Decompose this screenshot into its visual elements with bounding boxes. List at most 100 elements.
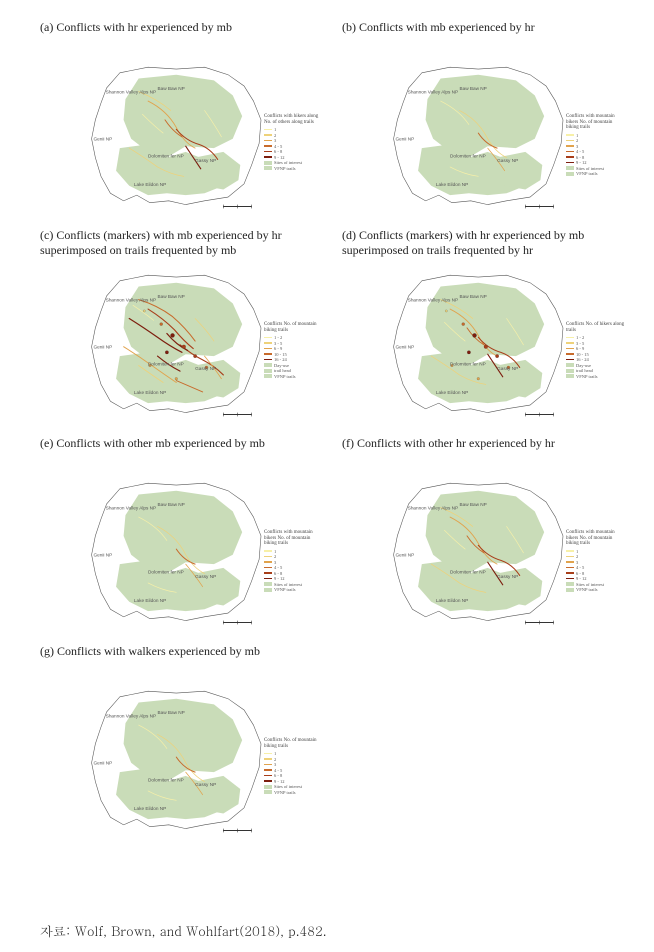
panel-d: (d) Conflicts (markers) with hr experien…: [342, 228, 624, 422]
legend-extra-label: Sites of interest: [274, 582, 302, 587]
legend-swatch: [264, 790, 272, 794]
svg-text:Gassy NP: Gassy NP: [195, 574, 216, 579]
legend-row: 1 - 2: [264, 335, 324, 340]
legend-bin-label: 6 - 8: [274, 149, 282, 154]
legend-row: 10 - 15: [566, 352, 626, 357]
legend-row: Day-use: [264, 363, 324, 368]
map-wrap: Shannon Valley Alps NPBaw Baw NPGenii NP…: [40, 54, 322, 214]
legend-swatch: [264, 134, 272, 136]
legend-row: 6 - 8: [566, 155, 626, 160]
legend-g: Conflicts No. of mountain biking trails …: [264, 738, 324, 795]
legend-swatch: [566, 145, 574, 147]
legend-row: 1: [264, 549, 324, 554]
panel-f: (f) Conflicts with other hr experienced …: [342, 436, 624, 630]
legend-row: 9 - 12: [264, 779, 324, 784]
legend-title: Conflicts with mountain bikers No. of mo…: [566, 530, 626, 547]
legend-bin-label: 3 - 5: [274, 341, 282, 346]
legend-row: 2: [566, 138, 626, 143]
legend-swatch: [566, 172, 574, 176]
map-wrap: Shannon Valley Alps NPBaw Baw NPGenii NP…: [40, 470, 322, 630]
legend-bin-label: 6 - 8: [576, 155, 584, 160]
legend-bin-label: 9 - 12: [274, 155, 285, 160]
legend-swatch: [566, 578, 574, 580]
legend-row: 6 - 8: [264, 773, 324, 778]
legend-bin-label: 10 - 15: [274, 352, 287, 357]
svg-text:Lake Eildon NP: Lake Eildon NP: [134, 390, 166, 395]
legend-row: 9 - 12: [264, 576, 324, 581]
legend-swatch: [566, 156, 574, 158]
legend-row: 6 - 9: [566, 346, 626, 351]
legend-row: VFNP trails: [566, 587, 626, 592]
svg-text:Genii NP: Genii NP: [395, 553, 414, 558]
legend-bin-label: 4 - 5: [274, 144, 282, 149]
legend-extra-label: VFNP trails: [274, 587, 295, 592]
svg-text:Lake Eildon NP: Lake Eildon NP: [134, 182, 166, 187]
legend-swatch: [566, 374, 574, 378]
legend-row: 9 - 12: [566, 160, 626, 165]
legend-row: 6 - 8: [264, 149, 324, 154]
svg-text:Genii NP: Genii NP: [395, 137, 414, 142]
legend-title: Conflicts No. of mountain biking trails: [264, 322, 324, 333]
legend-swatch: [264, 129, 272, 131]
legend-row: 4 - 5: [566, 565, 626, 570]
svg-text:Genii NP: Genii NP: [93, 761, 112, 766]
citation-text: 자료: Wolf, Brown, and Wohlfart(2018), p.4…: [40, 921, 327, 940]
legend-swatch: [264, 780, 272, 782]
legend-row: 1: [566, 133, 626, 138]
legend-bin-label: 3: [576, 560, 578, 565]
svg-text:Gassy NP: Gassy NP: [195, 158, 216, 163]
legend-swatch: [566, 337, 574, 339]
legend-swatch: [566, 348, 574, 350]
svg-text:Dolomiten fer NP: Dolomiten fer NP: [450, 154, 486, 159]
svg-text:Shannon Valley Alps NP: Shannon Valley Alps NP: [106, 298, 156, 303]
legend-swatch: [264, 769, 272, 771]
legend-swatch: [566, 359, 574, 361]
legend-title: Conflicts No. of mountain biking trails: [264, 738, 324, 749]
legend-bin-label: 16 - 24: [274, 357, 287, 362]
legend-row: 1: [566, 549, 626, 554]
panel-caption: (b) Conflicts with mb experienced by hr: [342, 20, 624, 50]
svg-text:Gassy NP: Gassy NP: [195, 782, 216, 787]
legend-bin-label: 1 - 2: [274, 335, 282, 340]
legend-swatch: [264, 359, 272, 361]
legend-extra-label: VFNP trails: [576, 587, 597, 592]
svg-text:Dolomiten fer NP: Dolomiten fer NP: [148, 570, 184, 575]
legend-swatch: [264, 572, 272, 574]
legend-swatch: [264, 374, 272, 378]
svg-text:Shannon Valley Alps NP: Shannon Valley Alps NP: [408, 506, 458, 511]
legend-swatch: [264, 764, 272, 766]
legend-title: Conflicts with mountain bikers No. of mo…: [264, 530, 324, 547]
svg-text:Gassy NP: Gassy NP: [497, 366, 518, 371]
svg-text:Genii NP: Genii NP: [395, 345, 414, 350]
legend-swatch: [566, 342, 574, 344]
svg-text:Gassy NP: Gassy NP: [497, 158, 518, 163]
svg-text:Genii NP: Genii NP: [93, 345, 112, 350]
legend-extra-label: VFNP trails: [274, 166, 295, 171]
legend-swatch: [264, 145, 272, 147]
legend-bin-label: 6 - 9: [274, 346, 282, 351]
legend-bin-label: 3: [576, 144, 578, 149]
legend-bin-label: 6 - 9: [576, 346, 584, 351]
legend-swatch: [566, 588, 574, 592]
legend-extra-label: VFNP trails: [274, 790, 295, 795]
legend-row: 9 - 12: [566, 576, 626, 581]
panel-e: (e) Conflicts with other mb experienced …: [40, 436, 322, 630]
legend-extra-label: Sites of interest: [576, 166, 604, 171]
legend-row: Sites of interest: [264, 160, 324, 165]
legend-row: trail head: [566, 368, 626, 373]
legend-bin-label: 1: [576, 133, 578, 138]
legend-swatch: [566, 369, 574, 373]
legend-swatch: [566, 353, 574, 355]
legend-bin-label: 16 - 24: [576, 357, 589, 362]
svg-text:Gassy NP: Gassy NP: [195, 366, 216, 371]
legend-extra-label: Day-use: [576, 363, 591, 368]
legend-bin-label: 10 - 15: [576, 352, 589, 357]
svg-text:Baw Baw NP: Baw Baw NP: [459, 86, 486, 91]
legend-swatch: [264, 758, 272, 760]
legend-bin-label: 1 - 2: [576, 335, 584, 340]
legend-swatch: [566, 140, 574, 142]
legend-title: Conflicts No. of hikers along trails: [566, 322, 626, 333]
legend-swatch: [264, 785, 272, 789]
legend-bin-label: 4 - 5: [576, 149, 584, 154]
legend-row: 4 - 5: [264, 144, 324, 149]
